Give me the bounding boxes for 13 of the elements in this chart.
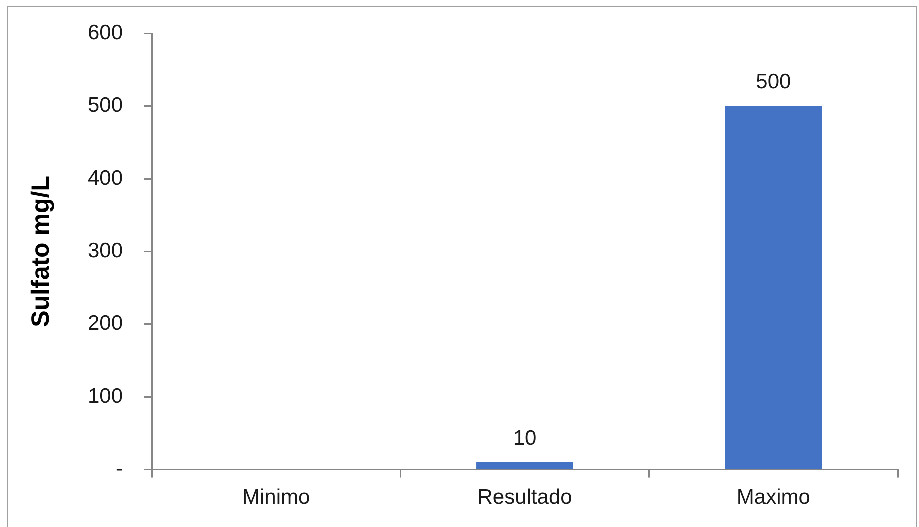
y-tick-label: 600 bbox=[88, 21, 124, 44]
y-tick-label: 200 bbox=[88, 312, 124, 336]
x-tick-label: Maximo bbox=[736, 486, 810, 510]
y-tick-label: 100 bbox=[88, 384, 124, 408]
y-tick-label: 500 bbox=[88, 94, 124, 118]
y-axis-title: Sulfato mg/L bbox=[26, 176, 55, 328]
data-label: 10 bbox=[513, 426, 537, 450]
x-tick-label: Resultado bbox=[478, 486, 572, 510]
data-label: 500 bbox=[756, 70, 792, 94]
y-tick-label: - bbox=[116, 458, 124, 481]
x-tick-label: Minimo bbox=[242, 486, 310, 510]
y-tick-label: 300 bbox=[88, 239, 124, 262]
y-tick-label: 400 bbox=[88, 166, 124, 190]
